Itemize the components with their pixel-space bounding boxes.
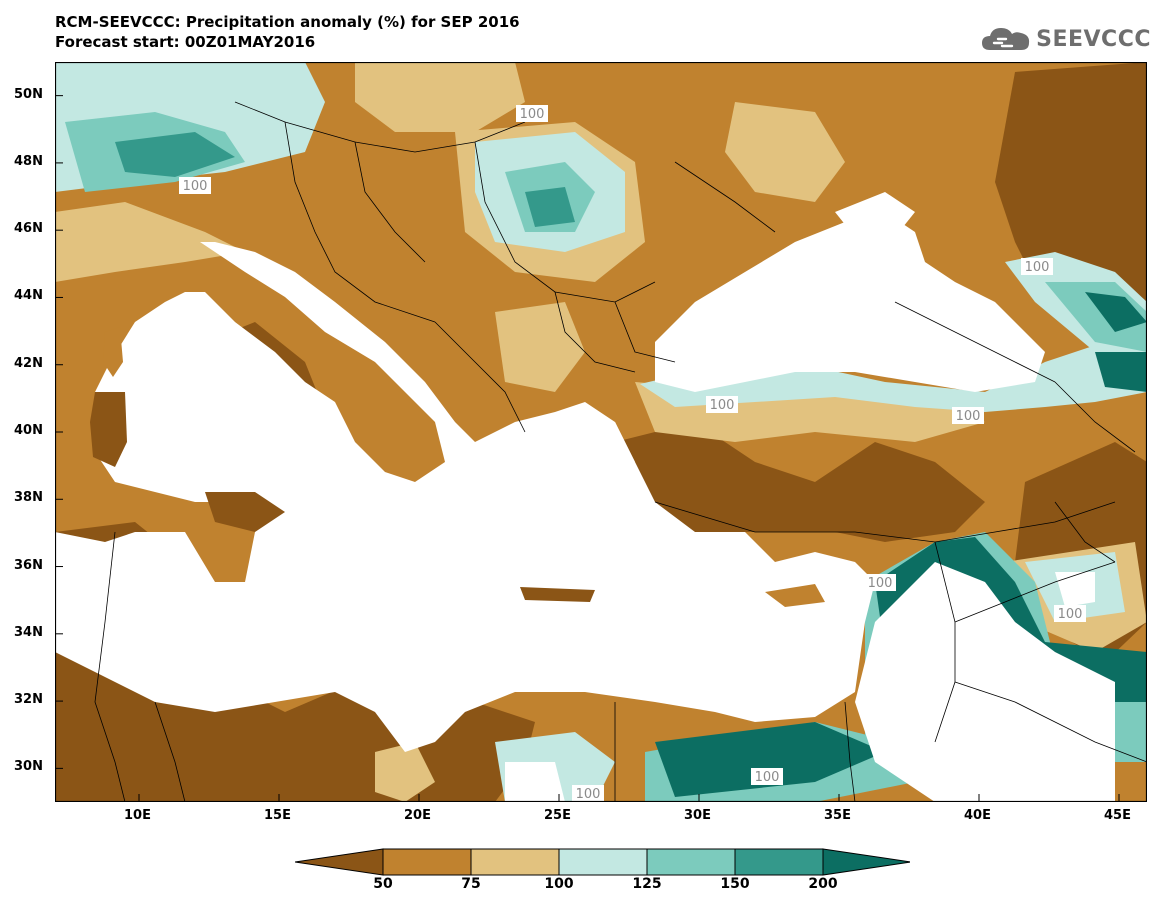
- lat-tick-label: 30N: [14, 759, 43, 775]
- anomaly-region-150-200: [525, 187, 575, 227]
- title-line-2: Forecast start: 00Z01MAY2016: [55, 33, 316, 51]
- contour-label-text: 100: [956, 409, 981, 424]
- chart-title: RCM-SEEVCCC: Precipitation anomaly (%) f…: [55, 12, 520, 52]
- lon-tick-label: 15E: [264, 808, 291, 823]
- anomaly-region-75-100: [355, 62, 525, 132]
- contour-labels: 100 100 100 100 100 100 100 100 100: [179, 105, 1086, 802]
- aegean-sea: [475, 402, 635, 552]
- country-borders: [94, 101, 1147, 802]
- crete-island: [520, 587, 595, 602]
- legend-level-label: 150: [720, 876, 750, 892]
- lon-tick-label: 30E: [684, 808, 711, 823]
- anomaly-region-dry: [615, 422, 985, 542]
- legend-swatch: [646, 848, 736, 876]
- adriatic-tyrrhenian-ionian-sea: [55, 242, 875, 752]
- contour-label-text: 100: [868, 576, 893, 591]
- precipitation-anomaly-map: 100 100 100 100 100 100 100 100 100: [55, 62, 1147, 802]
- contour-label-text: 100: [710, 398, 735, 413]
- lat-tick-label: 44N: [14, 288, 43, 304]
- lat-tick-label: 34N: [14, 624, 43, 640]
- contour-label: 100: [179, 177, 211, 194]
- legend-level-label: 75: [461, 876, 481, 892]
- corsica-island: [103, 327, 123, 377]
- contour-label: 100: [516, 105, 548, 122]
- dry-desert-gap: [855, 562, 1115, 802]
- legend-level-label: 125: [632, 876, 662, 892]
- dry-desert-gap: [1055, 572, 1095, 607]
- lat-tick-label: 50N: [14, 86, 43, 102]
- legend-swatch: [295, 848, 384, 876]
- map-ticks: [55, 95, 1120, 802]
- legend-level-label: 200: [808, 876, 838, 892]
- lat-tick-label: 40N: [14, 423, 43, 438]
- lat-tick-label: 42N: [14, 355, 43, 371]
- anomaly-region-150-200: [115, 132, 235, 177]
- lon-tick-label: 25E: [544, 808, 571, 823]
- lat-tick-label: 32N: [14, 692, 43, 708]
- lat-tick-label: 48N: [14, 153, 43, 169]
- lon-tick-label: 10E: [124, 808, 151, 823]
- title-line-1: RCM-SEEVCCC: Precipitation anomaly (%) f…: [55, 13, 520, 31]
- contour-label-text: 100: [755, 770, 780, 785]
- anomaly-region-75-100: [55, 202, 245, 282]
- lat-tick-label: 36N: [14, 557, 43, 573]
- lat-tick-label: 38N: [14, 490, 43, 506]
- legend-swatch: [558, 848, 648, 876]
- contour-label: 100: [751, 768, 783, 785]
- contour-label: 100: [1054, 605, 1086, 622]
- logo-text: SEEVCCC: [1036, 26, 1151, 52]
- sicily-island: [205, 492, 285, 532]
- legend-swatch: [470, 848, 560, 876]
- legend-level-label: 100: [544, 876, 574, 892]
- lon-tick-label: 20E: [404, 808, 431, 823]
- contour-label: 100: [952, 407, 984, 424]
- cloud-icon: [982, 28, 1030, 50]
- anomaly-region-over-200: [655, 722, 885, 797]
- legend-level-label: 50: [373, 876, 393, 892]
- contour-label-text: 100: [1025, 260, 1050, 275]
- anomaly-region-over-200: [1095, 352, 1147, 392]
- seevccc-logo: SEEVCCC: [980, 22, 1151, 56]
- color-legend: [295, 848, 910, 876]
- contour-label: 100: [572, 785, 604, 802]
- dry-desert-gap: [505, 762, 565, 802]
- anomaly-region-100-125: [640, 342, 1147, 412]
- legend-swatch: [734, 848, 824, 876]
- contour-label: 100: [864, 574, 896, 591]
- legend-swatch: [382, 848, 472, 876]
- contour-label: 100: [706, 396, 738, 413]
- cyprus-island: [765, 584, 825, 607]
- lon-tick-label: 45E: [1104, 808, 1131, 823]
- contour-label: 100: [1021, 258, 1053, 275]
- contour-label-text: 100: [520, 107, 545, 122]
- lat-tick-label: 46N: [14, 221, 43, 237]
- sardinia-island: [90, 392, 127, 467]
- anomaly-region-75-100: [725, 102, 845, 202]
- contour-label-text: 100: [1058, 607, 1083, 622]
- lon-tick-label: 35E: [824, 808, 851, 823]
- contour-label-text: 100: [576, 787, 601, 802]
- sea-of-azov: [835, 192, 915, 237]
- black-sea: [655, 212, 1045, 392]
- anomaly-region-over-200: [1085, 292, 1147, 332]
- legend-swatch: [822, 848, 910, 876]
- lon-tick-label: 40E: [964, 808, 991, 823]
- anomaly-region-75-100: [375, 742, 435, 802]
- contour-label-text: 100: [183, 179, 208, 194]
- anomaly-region-75-100: [495, 302, 585, 392]
